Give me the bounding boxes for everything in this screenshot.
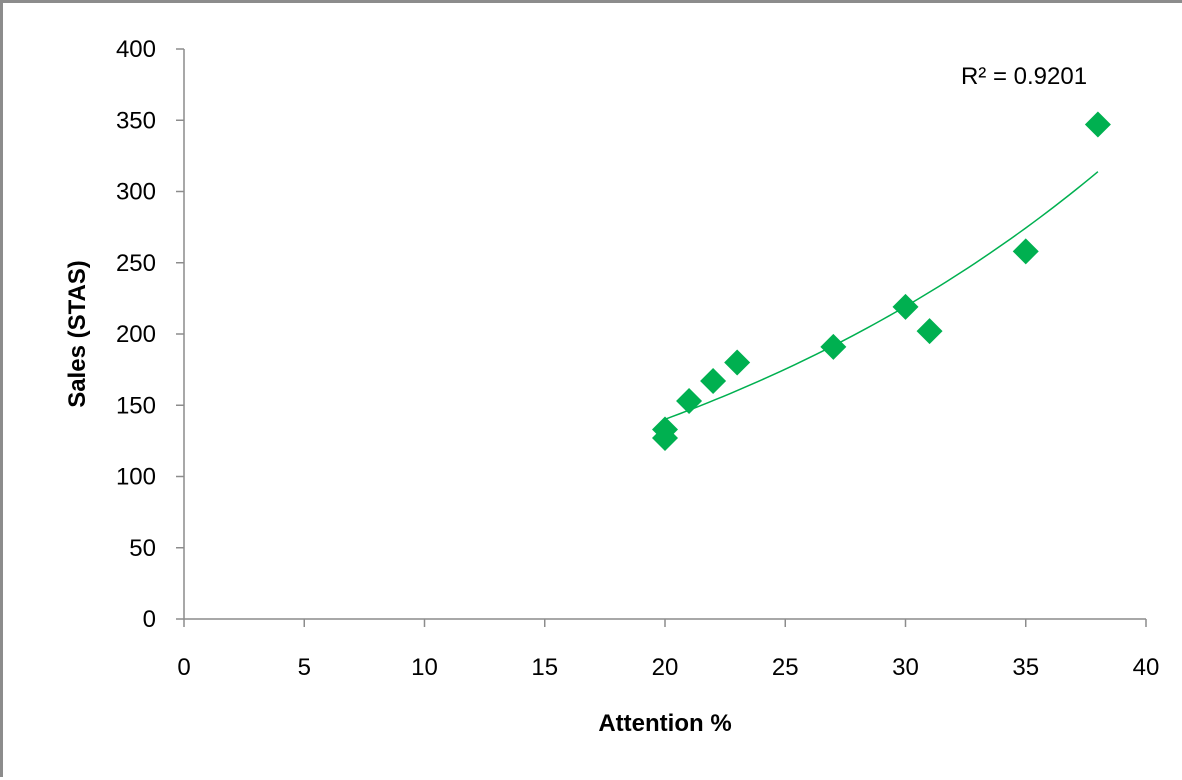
y-tick-label: 200 bbox=[116, 321, 156, 348]
data-points bbox=[652, 111, 1111, 452]
x-tick-label: 30 bbox=[892, 654, 919, 681]
data-point bbox=[652, 425, 678, 452]
y-tick-label: 350 bbox=[116, 107, 156, 134]
data-point bbox=[676, 387, 703, 414]
x-axis-title: Attention % bbox=[598, 710, 731, 737]
data-point bbox=[916, 318, 943, 345]
x-tick-label: 5 bbox=[298, 654, 311, 681]
y-tick-label: 100 bbox=[116, 464, 156, 491]
data-point bbox=[820, 333, 847, 360]
x-axis-ticks: 0 5 10 15 20 25 30 35 40 bbox=[177, 619, 1159, 681]
y-axis-ticks: 0 50 100 150 200 250 300 350 400 bbox=[116, 36, 184, 633]
x-tick-label: 15 bbox=[531, 654, 558, 681]
data-point bbox=[1084, 111, 1111, 138]
y-axis-title: Sales (STAS) bbox=[64, 260, 91, 408]
x-tick-label: 25 bbox=[772, 654, 799, 681]
data-point bbox=[724, 349, 751, 376]
x-tick-label: 40 bbox=[1133, 654, 1160, 681]
y-tick-label: 300 bbox=[116, 179, 156, 206]
y-tick-label: 0 bbox=[143, 606, 156, 633]
axes bbox=[183, 49, 1146, 620]
x-tick-label: 20 bbox=[652, 654, 679, 681]
data-point bbox=[892, 293, 919, 320]
data-point bbox=[1012, 238, 1039, 265]
r-squared-annotation: R² = 0.9201 bbox=[961, 63, 1087, 90]
y-tick-label: 400 bbox=[116, 36, 156, 63]
y-tick-label: 250 bbox=[116, 250, 156, 277]
trendline bbox=[664, 171, 1099, 421]
y-tick-label: 50 bbox=[129, 535, 156, 562]
trendline-group bbox=[664, 171, 1099, 421]
x-tick-label: 0 bbox=[177, 654, 190, 681]
data-point bbox=[700, 368, 727, 395]
x-tick-label: 10 bbox=[411, 654, 438, 681]
x-tick-label: 35 bbox=[1012, 654, 1039, 681]
scatter-chart: 0 50 100 150 200 250 300 350 400 0 5 10 15 20 25 30 35 4… bbox=[64, 36, 1159, 737]
y-tick-label: 150 bbox=[116, 392, 156, 419]
